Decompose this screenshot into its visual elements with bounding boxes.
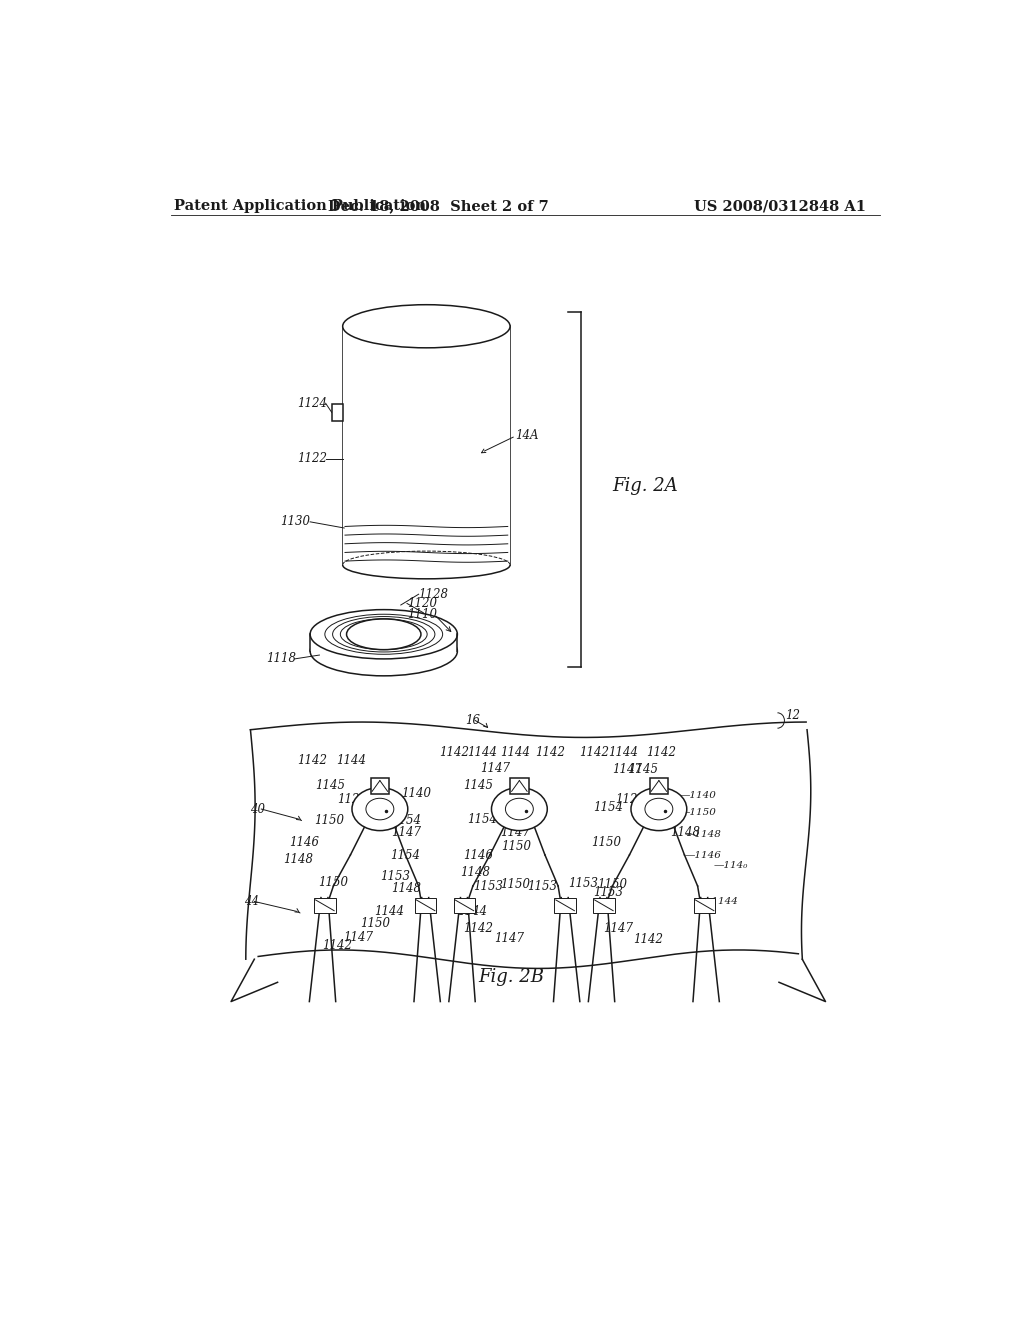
Text: 1154: 1154 bbox=[593, 801, 623, 814]
Text: 1145: 1145 bbox=[315, 779, 345, 792]
Text: 1147: 1147 bbox=[480, 762, 511, 775]
Polygon shape bbox=[343, 326, 510, 565]
Text: 1150: 1150 bbox=[500, 878, 530, 891]
Text: 1154: 1154 bbox=[467, 813, 498, 825]
Ellipse shape bbox=[343, 552, 510, 578]
Text: 1144: 1144 bbox=[467, 746, 498, 759]
Ellipse shape bbox=[310, 610, 458, 659]
Text: 1144: 1144 bbox=[375, 906, 404, 917]
Bar bbox=[593, 898, 614, 913]
Bar bbox=[693, 898, 716, 913]
Text: 1142: 1142 bbox=[579, 746, 609, 759]
Ellipse shape bbox=[310, 627, 458, 676]
Text: 1146: 1146 bbox=[289, 836, 319, 849]
Text: 1144: 1144 bbox=[500, 746, 530, 759]
Bar bbox=[454, 898, 475, 913]
Text: —1148: —1148 bbox=[684, 830, 721, 840]
Text: —1140: —1140 bbox=[680, 792, 717, 800]
Text: 1142: 1142 bbox=[535, 746, 565, 759]
Text: 1140: 1140 bbox=[400, 787, 431, 800]
Text: 1147: 1147 bbox=[391, 825, 422, 838]
Ellipse shape bbox=[343, 305, 510, 348]
Text: 1154: 1154 bbox=[390, 849, 420, 862]
Text: 1150: 1150 bbox=[360, 916, 390, 929]
Text: 1142: 1142 bbox=[633, 933, 664, 946]
Text: 1120: 1120 bbox=[407, 597, 437, 610]
Text: 1147: 1147 bbox=[343, 931, 374, 944]
Text: Fig. 2A: Fig. 2A bbox=[612, 477, 678, 495]
Text: 1144: 1144 bbox=[458, 906, 487, 917]
Text: 1146: 1146 bbox=[463, 849, 493, 862]
Text: 1128: 1128 bbox=[419, 587, 449, 601]
Text: 1147: 1147 bbox=[603, 921, 633, 935]
Text: Patent Application Publication: Patent Application Publication bbox=[174, 199, 427, 213]
Text: 1142: 1142 bbox=[439, 746, 470, 759]
Text: 1130: 1130 bbox=[280, 515, 310, 528]
Text: 1145: 1145 bbox=[463, 779, 493, 792]
Text: 1150: 1150 bbox=[592, 836, 622, 849]
Text: 1142: 1142 bbox=[646, 746, 676, 759]
Text: 1150: 1150 bbox=[317, 875, 348, 888]
Text: 1122: 1122 bbox=[496, 793, 526, 807]
Text: 1144: 1144 bbox=[608, 746, 639, 759]
Text: —1150: —1150 bbox=[680, 808, 717, 817]
Text: Fig. 2B: Fig. 2B bbox=[478, 968, 545, 986]
Text: Dec. 18, 2008  Sheet 2 of 7: Dec. 18, 2008 Sheet 2 of 7 bbox=[328, 199, 549, 213]
Text: 1153: 1153 bbox=[380, 870, 410, 883]
Bar bbox=[554, 898, 575, 913]
Bar bbox=[510, 779, 528, 793]
Text: 40: 40 bbox=[251, 803, 265, 816]
Text: 44: 44 bbox=[245, 895, 259, 908]
Text: 1153: 1153 bbox=[568, 878, 598, 890]
Text: —114₀: —114₀ bbox=[714, 861, 749, 870]
Text: 1148: 1148 bbox=[671, 825, 700, 838]
Text: 12: 12 bbox=[785, 709, 800, 722]
Text: US 2008/0312848 A1: US 2008/0312848 A1 bbox=[693, 199, 865, 213]
Text: 1142: 1142 bbox=[463, 921, 493, 935]
Text: 1153: 1153 bbox=[473, 879, 503, 892]
Text: 1147: 1147 bbox=[612, 763, 642, 776]
Text: 1145: 1145 bbox=[628, 763, 657, 776]
Text: 1148: 1148 bbox=[460, 866, 489, 879]
Text: —1146: —1146 bbox=[684, 851, 721, 859]
Text: 1118: 1118 bbox=[266, 652, 296, 665]
Text: 1150: 1150 bbox=[502, 840, 531, 853]
Bar bbox=[371, 779, 389, 793]
Bar bbox=[332, 404, 343, 421]
Ellipse shape bbox=[492, 788, 547, 830]
Bar bbox=[649, 779, 669, 793]
Ellipse shape bbox=[352, 788, 408, 830]
Text: 14A: 14A bbox=[515, 429, 539, 442]
Text: 1150: 1150 bbox=[314, 814, 344, 828]
Bar bbox=[314, 898, 336, 913]
Text: 1124: 1124 bbox=[297, 397, 327, 409]
Text: 1153: 1153 bbox=[593, 886, 623, 899]
Text: 1153: 1153 bbox=[527, 879, 557, 892]
Bar bbox=[415, 898, 436, 913]
Text: 1147: 1147 bbox=[494, 932, 524, 945]
Text: 16: 16 bbox=[465, 714, 480, 727]
Text: 1110: 1110 bbox=[407, 607, 437, 620]
Text: 1122: 1122 bbox=[337, 793, 368, 807]
Text: 1122: 1122 bbox=[297, 453, 327, 465]
Text: 1150: 1150 bbox=[597, 878, 627, 891]
Text: 1147: 1147 bbox=[500, 825, 530, 838]
Text: 1142: 1142 bbox=[297, 754, 327, 767]
Polygon shape bbox=[310, 635, 458, 651]
Text: —1144: —1144 bbox=[701, 898, 738, 906]
Ellipse shape bbox=[631, 788, 687, 830]
Text: 1144: 1144 bbox=[336, 754, 366, 767]
Text: 1142: 1142 bbox=[322, 939, 352, 952]
Text: 1148: 1148 bbox=[283, 853, 313, 866]
Text: 1148: 1148 bbox=[391, 882, 422, 895]
Text: 1154: 1154 bbox=[391, 814, 422, 828]
Text: 1122: 1122 bbox=[614, 793, 645, 807]
Ellipse shape bbox=[346, 619, 421, 649]
